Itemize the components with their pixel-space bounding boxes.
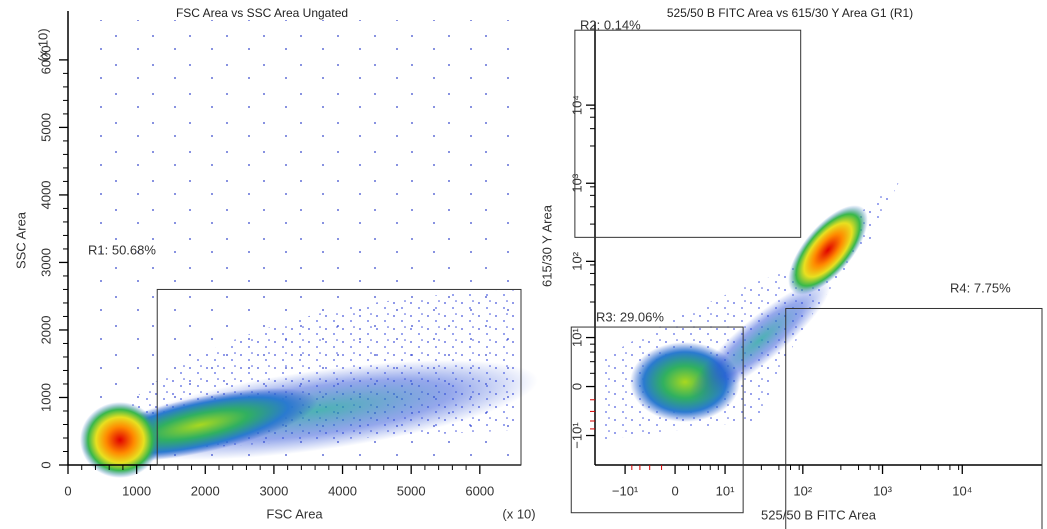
x-axis-label: FSC Area	[266, 506, 323, 521]
y-tick-label: 10³	[569, 173, 584, 192]
x-tick-label: 0	[671, 483, 678, 498]
y-tick-label: 3000	[38, 248, 53, 277]
x-tick-label: 5000	[397, 483, 426, 498]
x-multiplier: (x 10)	[502, 506, 535, 521]
gate-region	[785, 307, 1043, 529]
y-tick-label: 10¹	[569, 327, 584, 346]
x-tick-label: 10²	[793, 483, 812, 498]
x-tick-label: 10⁴	[952, 483, 972, 498]
y-tick-label: 6000	[38, 45, 53, 74]
y-axis-label: 615/30 Y Area	[539, 204, 554, 287]
x-tick-label: 3000	[259, 483, 288, 498]
x-axis-label: 525/50 B FITC Area	[761, 507, 877, 522]
density-layer	[80, 20, 900, 478]
y-tick-label: 10⁴	[569, 95, 584, 115]
density-cloud	[689, 279, 831, 401]
gate-region	[570, 326, 744, 514]
x-tick-label: 0	[64, 483, 71, 498]
chart-title: 525/50 B FITC Area vs 615/30 Y Area G1 (…	[667, 6, 913, 20]
gate-label: R4: 7.75%	[950, 280, 1011, 295]
density-cloud	[80, 402, 160, 478]
x-tick-label: 2000	[191, 483, 220, 498]
gate-label: R3: 29.06%	[596, 309, 664, 324]
y-tick-label: 1000	[38, 383, 53, 412]
x-tick-label: 10³	[873, 483, 892, 498]
axes-layer: FSC Area vs SSC Area Ungated FSC Area SSC …	[13, 6, 1043, 529]
gate-label: R1: 50.68%	[88, 242, 156, 257]
gate-region	[156, 288, 522, 466]
x-tick-label: 1000	[122, 483, 151, 498]
y-tick-label: 2000	[38, 316, 53, 345]
x-tick-label: 10¹	[716, 483, 735, 498]
y-tick-label: 0	[569, 383, 584, 390]
x-tick-label: 6000	[465, 483, 494, 498]
y-tick-label: 4000	[38, 180, 53, 209]
chart-title: FSC Area vs SSC Area Ungated	[176, 6, 348, 20]
gate-label: R2: 0.14%	[580, 17, 641, 32]
y-tick-label: 10²	[569, 251, 584, 270]
gate-region	[574, 29, 802, 238]
y-axis-label: SSC Area	[13, 211, 28, 269]
y-tick-label: 5000	[38, 113, 53, 142]
y-tick-label: 0	[38, 461, 53, 468]
x-tick-label: 4000	[328, 483, 357, 498]
density-cloud	[788, 205, 868, 295]
y-tick-label: −10¹	[569, 422, 584, 449]
y-multiplier: (x 10)	[35, 28, 50, 61]
x-tick-label: −10¹	[612, 483, 639, 498]
